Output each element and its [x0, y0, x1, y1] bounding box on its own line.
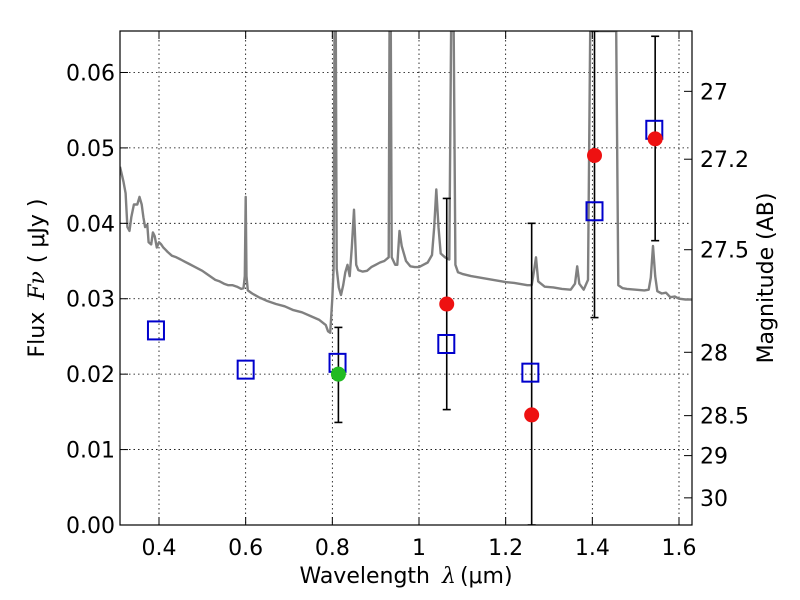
x-tick-label: 1	[412, 536, 426, 561]
y-tick-label: 0.03	[66, 288, 115, 313]
y-tick-label: 0.06	[66, 61, 115, 86]
y-axis-title: Flux Fν ( μJy )	[25, 198, 50, 357]
y-tick-label: 0.01	[66, 439, 115, 464]
model-box	[146, 320, 165, 341]
ticks	[120, 31, 692, 526]
x-tick-label: 1.6	[662, 536, 697, 561]
mag-tick-label: 27.2	[700, 148, 749, 173]
tick-labels: 0.4 0.6 0.8 1 1.2 1.4 1.6 0.00 0.01 0.02 0.03 0.04 0…	[66, 61, 749, 561]
y-axis-title-unit: ( μJy )	[25, 198, 50, 263]
x-axis-title-prefix: Wavelength	[299, 564, 430, 589]
observed-point	[647, 131, 663, 147]
mag-tick-label: 27	[700, 80, 728, 105]
model-box	[437, 333, 456, 354]
plot-area	[120, 31, 692, 334]
y-tick-label: 0.04	[66, 212, 115, 237]
x-tick-label: 1.4	[575, 536, 610, 561]
y-axis-title-symbol: Fν	[25, 271, 50, 301]
mag-tick-label: 30	[700, 487, 728, 512]
mag-tick-label: 29	[700, 445, 728, 470]
x-tick-label: 1.2	[488, 536, 523, 561]
detection-point	[330, 366, 346, 382]
model-box	[521, 362, 540, 383]
spectrum-line	[120, 31, 692, 334]
model-box	[585, 201, 604, 222]
mag-tick-label: 27.5	[700, 239, 749, 264]
x-axis-title-unit: (μm)	[460, 564, 513, 589]
y-tick-label: 0.05	[66, 137, 115, 162]
x-tick-label: 0.8	[315, 536, 350, 561]
plot-frame	[119, 30, 693, 526]
mag-tick-label: 28	[700, 341, 728, 366]
x-tick-label: 0.4	[142, 536, 177, 561]
x-axis-title: Wavelength λ (μm)	[299, 564, 512, 589]
markers	[146, 31, 664, 525]
observed-point	[439, 296, 455, 312]
y-axis-title-prefix: Flux	[25, 312, 50, 358]
right-axis-title: Magnitude (AB)	[754, 193, 779, 364]
x-tick-label: 0.6	[228, 536, 263, 561]
x-axis-title-symbol: λ	[441, 564, 456, 589]
y-tick-label: 0.02	[66, 363, 115, 388]
observed-point	[587, 147, 602, 163]
mag-tick-label: 28.5	[700, 405, 749, 430]
observed-point	[524, 407, 540, 423]
grid	[120, 31, 692, 526]
model-box	[236, 359, 255, 380]
y-tick-label: 0.00	[66, 514, 115, 539]
